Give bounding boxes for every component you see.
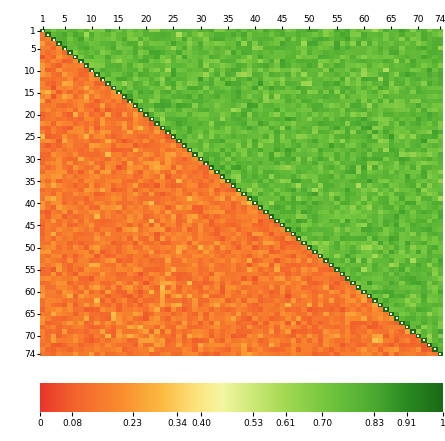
Point (328, 262, 335, 269)
Point (126, 98, 134, 105)
Point (99, 76, 106, 83)
Point (137, 107, 144, 114)
Point (371, 297, 378, 304)
Point (279, 222, 286, 229)
Point (235, 187, 242, 194)
Point (66, 49, 73, 56)
Point (312, 248, 319, 255)
Point (83, 63, 90, 70)
Point (202, 160, 210, 167)
Point (273, 217, 280, 224)
Point (344, 275, 351, 282)
Point (404, 324, 411, 331)
Point (290, 231, 297, 238)
Point (192, 151, 199, 158)
Point (425, 341, 433, 348)
Point (393, 315, 400, 322)
Point (300, 239, 307, 247)
Point (115, 89, 122, 96)
Point (181, 142, 188, 149)
Point (105, 80, 112, 87)
Point (241, 191, 248, 198)
Point (224, 178, 231, 185)
Point (263, 209, 270, 216)
Point (230, 182, 237, 189)
Point (77, 58, 85, 65)
Point (61, 45, 68, 52)
Point (317, 253, 324, 260)
Point (246, 195, 253, 202)
Point (50, 36, 57, 43)
Point (72, 54, 79, 61)
Point (154, 120, 161, 127)
Point (175, 138, 182, 145)
Point (219, 173, 226, 180)
Point (431, 346, 438, 353)
Point (284, 226, 291, 233)
Point (132, 102, 139, 109)
Point (322, 257, 329, 264)
Point (208, 164, 215, 172)
Point (376, 302, 384, 309)
Point (360, 288, 368, 295)
Point (382, 306, 389, 313)
Point (251, 200, 259, 207)
Point (197, 156, 204, 163)
Point (93, 71, 101, 78)
Point (398, 319, 405, 326)
Point (268, 213, 275, 220)
Point (415, 333, 422, 340)
Point (39, 27, 46, 34)
Point (437, 350, 444, 357)
Point (409, 328, 417, 335)
Point (142, 111, 150, 118)
Point (306, 244, 313, 251)
Point (295, 235, 302, 242)
Point (420, 337, 427, 344)
Point (88, 67, 95, 74)
Point (159, 125, 166, 132)
Point (388, 310, 395, 318)
Point (333, 266, 340, 273)
Point (355, 284, 362, 291)
Point (213, 169, 220, 176)
Point (164, 129, 171, 136)
Point (339, 270, 346, 277)
Point (110, 85, 117, 92)
Point (121, 93, 128, 101)
Point (148, 116, 155, 123)
Point (186, 147, 193, 154)
Point (349, 279, 356, 286)
Point (56, 41, 63, 48)
Point (366, 293, 373, 300)
Point (44, 32, 52, 39)
Point (257, 204, 264, 211)
Point (170, 134, 177, 141)
